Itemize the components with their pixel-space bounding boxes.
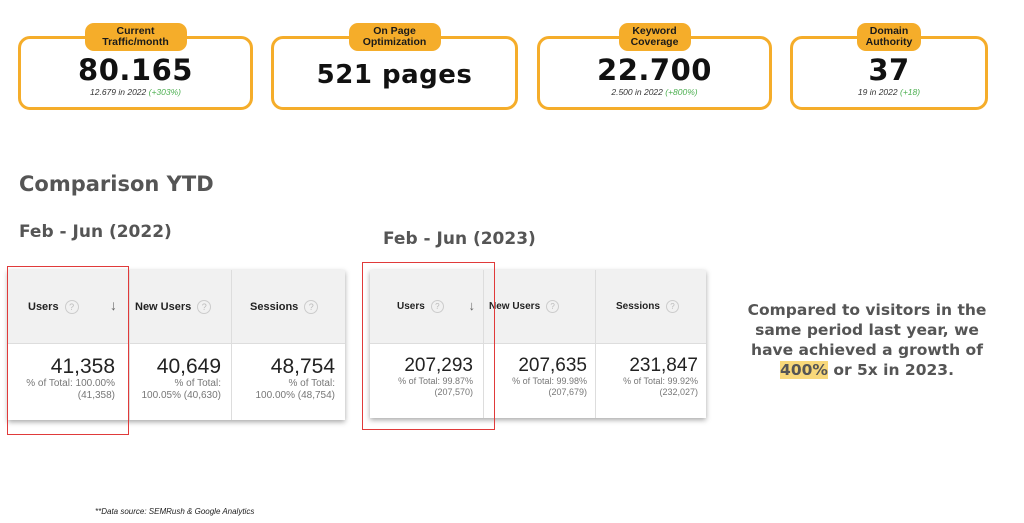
highlight-outline-users-2023 <box>362 262 495 430</box>
kpi-card-keywords: Keyword Coverage 22.700 2.500 in 2022 (+… <box>537 23 772 110</box>
analytics-table-2023: Users ? ↓ 207,293 % of Total: 99.87% (20… <box>370 270 706 418</box>
metric-total: (232,027) <box>659 387 698 397</box>
help-icon[interactable]: ? <box>665 300 679 313</box>
kpi-subtext: 19 in 2022 (+18) <box>793 87 985 97</box>
column-header[interactable]: Users ? ↓ <box>8 270 129 344</box>
metric-share: % of Total: <box>288 378 335 389</box>
column-users: Users ? ↓ 207,293 % of Total: 99.87% (20… <box>370 270 484 418</box>
column-sessions: Sessions ? 48,754 % of Total: 100.00% (4… <box>232 270 345 420</box>
metric-share: % of Total: 99.98% <box>512 376 587 386</box>
metric-total: 100.00% (48,754) <box>255 390 335 401</box>
kpi-growth: (+800%) <box>665 87 698 97</box>
kpi-card-traffic: Current Traffic/month 80.165 12.679 in 2… <box>18 23 253 110</box>
kpi-value: 521 pages <box>316 60 473 90</box>
column-header[interactable]: New Users ? <box>484 270 595 344</box>
column-new-users: New Users ? 40,649 % of Total: 100.05% (… <box>130 270 232 420</box>
help-icon[interactable]: ? <box>304 299 319 314</box>
metric-share: % of Total: 100.00% <box>26 378 115 389</box>
kpi-card-authority: Domain Authority 37 19 in 2022 (+18) <box>790 23 988 110</box>
column-new-users: New Users ? 207,635 % of Total: 99.98% (… <box>484 270 596 418</box>
section-heading: Comparison YTD <box>19 172 214 196</box>
kpi-value: 80.165 <box>78 53 193 87</box>
column-body: 207,293 % of Total: 99.87% (207,570) <box>370 344 483 418</box>
metric-value: 41,358 <box>50 355 115 378</box>
column-body: 48,754 % of Total: 100.00% (48,754) <box>232 344 345 420</box>
highlight-outline-users-2022 <box>7 266 129 435</box>
metric-value: 231,847 <box>629 355 698 376</box>
period-title-2022: Feb - Jun (2022) <box>19 222 172 242</box>
summary-text-end: or 5x in 2023. <box>827 361 954 379</box>
help-icon[interactable]: ? <box>197 299 212 314</box>
analytics-table-2022: Users ? ↓ 41,358 % of Total: 100.00% (41… <box>8 270 345 420</box>
help-icon[interactable]: ? <box>430 300 444 313</box>
sort-arrow-icon[interactable]: ↓ <box>110 297 117 313</box>
kpi-label: Domain Authority <box>857 23 921 51</box>
metric-share: % of Total: 99.87% <box>398 376 473 386</box>
column-header-label: Sessions <box>250 300 299 313</box>
period-title-2023: Feb - Jun (2023) <box>383 229 536 249</box>
metric-total: (207,679) <box>548 387 587 397</box>
column-body: 231,847 % of Total: 99.92% (232,027) <box>596 344 706 418</box>
kpi-subtext: 12.679 in 2022 (+303%) <box>21 87 250 97</box>
column-header[interactable]: Sessions ? <box>232 270 345 344</box>
kpi-previous: 12.679 in 2022 <box>90 87 147 97</box>
column-header-label: New Users <box>135 300 192 313</box>
metric-share: % of Total: 99.92% <box>623 376 698 386</box>
column-header[interactable]: Users ? ↓ <box>370 270 483 344</box>
help-icon[interactable]: ? <box>546 300 560 313</box>
kpi-label: On Page Optimization <box>348 23 441 51</box>
metric-value: 207,635 <box>518 355 587 376</box>
column-body: 207,635 % of Total: 99.98% (207,679) <box>484 344 595 418</box>
metric-total: (41,358) <box>77 390 115 401</box>
column-header-label: Sessions <box>616 301 660 312</box>
column-header[interactable]: New Users ? <box>130 270 231 344</box>
growth-summary: Compared to visitors in the same period … <box>742 300 992 380</box>
kpi-label: Current Traffic/month <box>84 23 187 51</box>
kpi-growth: (+303%) <box>148 87 181 97</box>
kpi-subtext: 2.500 in 2022 (+800%) <box>540 87 769 97</box>
metric-value: 40,649 <box>156 355 221 378</box>
data-source-footnote: **Data source: SEMRush & Google Analytic… <box>95 507 255 516</box>
kpi-previous: 2.500 in 2022 <box>611 87 663 97</box>
kpi-label: Keyword Coverage <box>618 23 691 51</box>
metric-value: 48,754 <box>270 355 335 378</box>
metric-share: % of Total: <box>174 378 221 389</box>
metric-value: 207,293 <box>404 355 473 376</box>
kpi-growth: (+18) <box>899 87 921 97</box>
kpi-previous: 19 in 2022 <box>857 87 898 97</box>
kpi-card-onpage: On Page Optimization 521 pages <box>271 23 518 110</box>
kpi-value: 37 <box>868 53 910 87</box>
column-header-label: Users <box>28 300 59 313</box>
column-sessions: Sessions ? 231,847 % of Total: 99.92% (2… <box>596 270 706 418</box>
kpi-value: 22.700 <box>597 53 712 87</box>
column-users: Users ? ↓ 41,358 % of Total: 100.00% (41… <box>8 270 130 420</box>
growth-highlight: 400% <box>780 361 828 379</box>
column-header-label: New Users <box>489 301 541 312</box>
column-body: 40,649 % of Total: 100.05% (40,630) <box>130 344 231 420</box>
help-icon[interactable]: ? <box>64 299 79 314</box>
column-header-label: Users <box>397 301 425 312</box>
column-header[interactable]: Sessions ? <box>596 270 706 344</box>
summary-text-start: Compared to visitors in the same period … <box>747 301 987 359</box>
metric-total: (207,570) <box>434 387 473 397</box>
sort-arrow-icon[interactable]: ↓ <box>468 298 476 313</box>
metric-total: 100.05% (40,630) <box>141 390 221 401</box>
column-body: 41,358 % of Total: 100.00% (41,358) <box>8 344 129 420</box>
